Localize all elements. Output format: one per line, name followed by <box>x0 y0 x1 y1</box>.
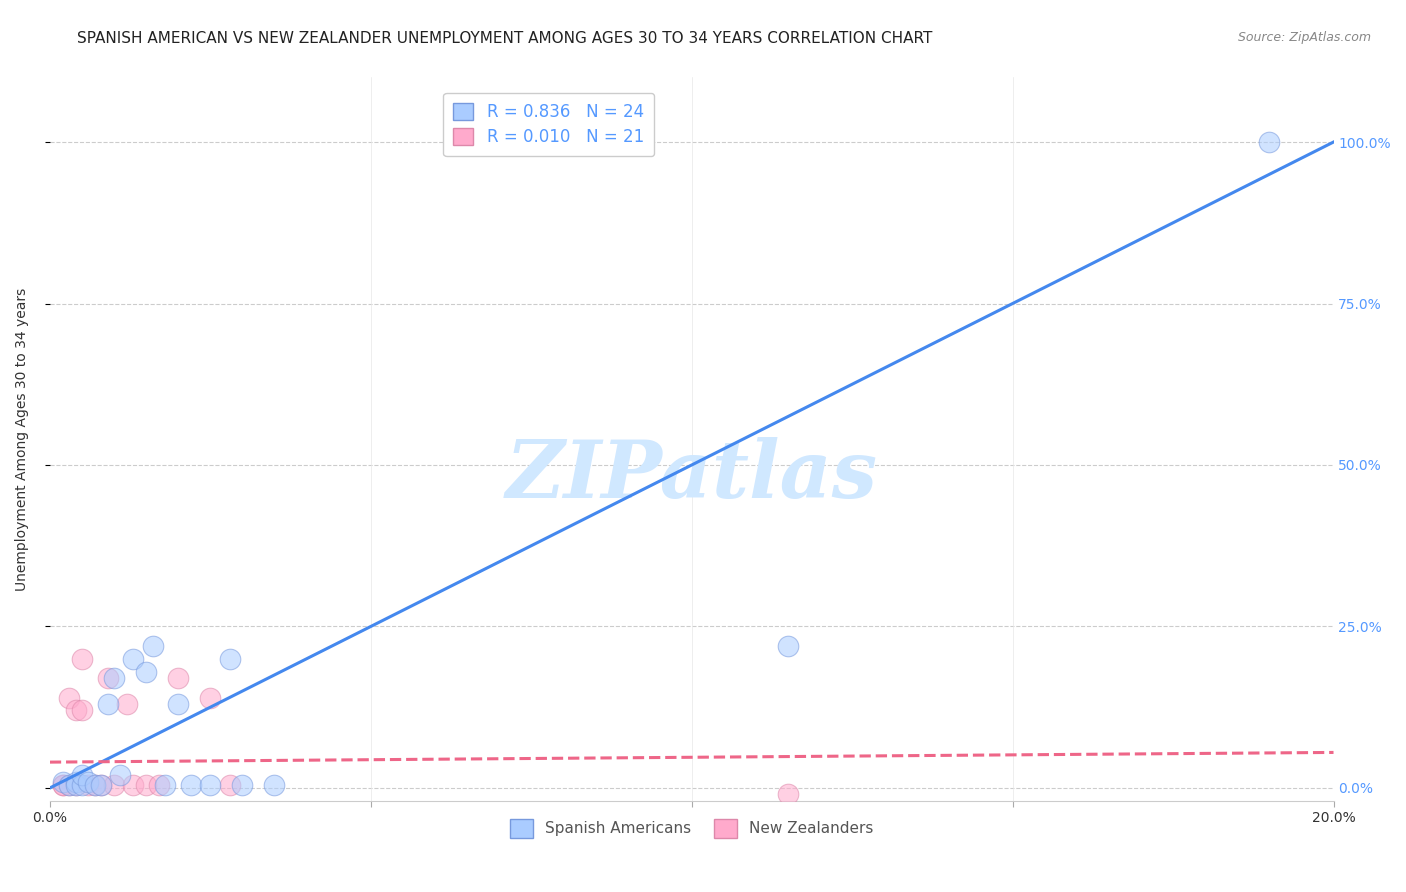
Text: ZIPatlas: ZIPatlas <box>506 436 877 514</box>
Point <box>70 703 93 717</box>
Point <box>167 671 190 685</box>
Point <box>65 703 87 717</box>
Point <box>135 778 157 792</box>
Y-axis label: Unemployment Among Ages 30 to 34 years: Unemployment Among Ages 30 to 34 years <box>15 287 30 591</box>
Point <box>110 768 132 782</box>
Point <box>776 639 799 653</box>
Legend: Spanish Americans, New Zealanders: Spanish Americans, New Zealanders <box>503 813 880 844</box>
Point <box>115 697 138 711</box>
Point <box>77 778 100 792</box>
Point <box>97 671 120 685</box>
Point <box>65 778 87 792</box>
Point <box>1258 135 1281 149</box>
Point <box>83 778 105 792</box>
Point <box>90 778 112 792</box>
Point <box>200 778 222 792</box>
Point <box>155 778 177 792</box>
Text: SPANISH AMERICAN VS NEW ZEALANDER UNEMPLOYMENT AMONG AGES 30 TO 34 YEARS CORRELA: SPANISH AMERICAN VS NEW ZEALANDER UNEMPL… <box>77 31 932 46</box>
Point <box>52 778 75 792</box>
Point <box>200 690 222 705</box>
Point <box>148 778 170 792</box>
Point <box>58 690 80 705</box>
Point <box>103 671 125 685</box>
Point <box>167 697 190 711</box>
Point <box>263 778 285 792</box>
Point <box>218 778 240 792</box>
Point <box>122 778 145 792</box>
Point <box>65 778 87 792</box>
Text: Source: ZipAtlas.com: Source: ZipAtlas.com <box>1237 31 1371 45</box>
Point <box>52 778 75 792</box>
Point <box>135 665 157 679</box>
Point <box>58 778 80 792</box>
Point <box>77 774 100 789</box>
Point <box>70 778 93 792</box>
Point <box>58 778 80 792</box>
Point <box>776 788 799 802</box>
Point <box>218 652 240 666</box>
Point <box>141 639 163 653</box>
Point <box>103 778 125 792</box>
Point <box>70 768 93 782</box>
Point <box>122 652 145 666</box>
Point <box>70 652 93 666</box>
Point <box>180 778 202 792</box>
Point <box>97 697 120 711</box>
Point <box>231 778 253 792</box>
Point <box>83 778 105 792</box>
Point <box>52 774 75 789</box>
Point <box>65 774 87 789</box>
Point <box>90 778 112 792</box>
